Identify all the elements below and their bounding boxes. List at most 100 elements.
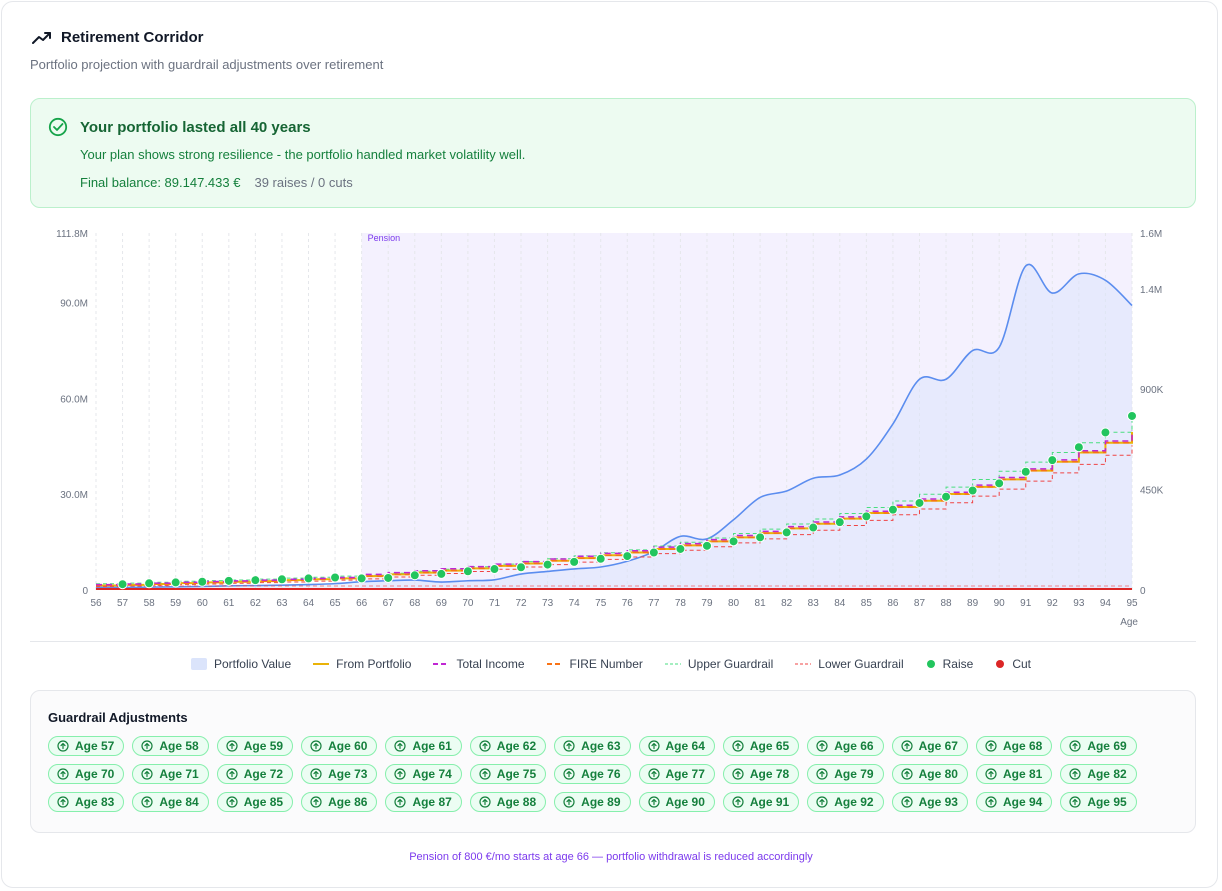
- x-tick-label: 94: [1100, 598, 1112, 609]
- portfolio-value-area: [96, 264, 1132, 590]
- x-tick-label: 78: [675, 598, 687, 609]
- arrow-up-circle-icon: [1069, 796, 1081, 808]
- arrow-up-circle-icon: [985, 796, 997, 808]
- adjustment-chip-label: Age 75: [496, 767, 537, 781]
- adjustment-chip-label: Age 59: [243, 739, 284, 753]
- arrow-up-circle-icon: [732, 768, 744, 780]
- adjustment-chip[interactable]: Age 86: [301, 792, 378, 812]
- adjustment-chip[interactable]: Age 79: [807, 764, 884, 784]
- raise-point: [223, 575, 234, 586]
- arrow-up-circle-icon: [141, 796, 153, 808]
- adjustment-chip[interactable]: Age 61: [385, 736, 462, 756]
- arrow-up-circle-icon: [310, 740, 322, 752]
- adjustment-chip-label: Age 62: [496, 739, 537, 753]
- adjustment-chip[interactable]: Age 84: [132, 792, 209, 812]
- adjustment-chip[interactable]: Age 77: [638, 764, 715, 784]
- x-tick-label: 64: [303, 598, 315, 609]
- adjustment-chip[interactable]: Age 81: [975, 764, 1053, 784]
- page-subtitle: Portfolio projection with guardrail adju…: [30, 57, 384, 72]
- arrow-up-circle-icon: [57, 796, 69, 808]
- adjustment-chip[interactable]: Age 70: [48, 764, 125, 784]
- left-tick-label: 30.0M: [60, 490, 88, 501]
- x-tick-label: 86: [887, 598, 899, 609]
- adjustment-chip[interactable]: Age 95: [1060, 792, 1137, 812]
- adjustment-chip[interactable]: Age 78: [722, 764, 800, 784]
- adjustment-chip[interactable]: Age 91: [722, 792, 800, 812]
- adjustment-chip[interactable]: Age 57: [48, 736, 125, 756]
- portfolio-value-line: [95, 263, 1133, 589]
- x-tick-label: 89: [967, 598, 979, 609]
- adjustment-chip[interactable]: Age 87: [385, 792, 462, 812]
- adjustment-chip[interactable]: Age 75: [469, 764, 547, 784]
- adjustment-chip[interactable]: Age 94: [975, 792, 1053, 812]
- final-balance: Final balance: 89.147.433 €: [80, 175, 241, 190]
- arrow-up-circle-icon: [226, 796, 238, 808]
- raise-point: [1020, 466, 1031, 477]
- adjustment-chip[interactable]: Age 93: [891, 792, 968, 812]
- raise-point: [489, 564, 500, 575]
- raise-point: [781, 527, 792, 538]
- adjustment-chip[interactable]: Age 82: [1060, 764, 1137, 784]
- adjustment-chip[interactable]: Age 58: [132, 736, 209, 756]
- legend-label: Raise: [942, 657, 974, 671]
- adjustment-chip[interactable]: Age 63: [554, 736, 631, 756]
- pension-label: Pension: [368, 233, 401, 243]
- adjustment-chip[interactable]: Age 83: [48, 792, 125, 812]
- raise-point: [1127, 410, 1137, 421]
- adjustment-chip[interactable]: Age 59: [216, 736, 294, 756]
- adjustment-chip[interactable]: Age 88: [469, 792, 547, 812]
- raise-point: [941, 491, 952, 502]
- adjustment-chip[interactable]: Age 71: [132, 764, 209, 784]
- adjustment-chip[interactable]: Age 90: [638, 792, 715, 812]
- legend-item: Cut: [995, 657, 1031, 671]
- check-circle-icon: [48, 117, 68, 137]
- x-tick-label: 59: [170, 598, 182, 609]
- adjustment-chip-label: Age 88: [496, 795, 537, 809]
- adjustment-chip[interactable]: Age 65: [722, 736, 800, 756]
- adjustment-chip[interactable]: Age 73: [301, 764, 378, 784]
- adjustment-chip[interactable]: Age 76: [554, 764, 631, 784]
- legend-item: Portfolio Value: [190, 657, 291, 671]
- adjustment-chip[interactable]: Age 64: [638, 736, 715, 756]
- adjustment-chip[interactable]: Age 92: [807, 792, 884, 812]
- adjustment-chip-label: Age 80: [918, 767, 958, 781]
- raise-point: [462, 566, 473, 577]
- x-tick-label: 88: [940, 598, 952, 609]
- adjustment-chip[interactable]: Age 67: [891, 736, 968, 756]
- adjustment-chip[interactable]: Age 85: [216, 792, 294, 812]
- adjustment-chip[interactable]: Age 60: [301, 736, 378, 756]
- adjustment-chip-label: Age 87: [412, 795, 452, 809]
- adjustment-chip-label: Age 93: [918, 795, 958, 809]
- adjustment-chip-label: Age 95: [1087, 795, 1127, 809]
- adjustment-chip[interactable]: Age 66: [807, 736, 884, 756]
- x-tick-label: 60: [197, 598, 209, 609]
- arrow-up-circle-icon: [900, 796, 913, 808]
- divider: [30, 641, 1196, 642]
- adjustment-chip[interactable]: Age 68: [975, 736, 1053, 756]
- adjustment-chip[interactable]: Age 80: [891, 764, 968, 784]
- x-tick-label: 81: [755, 598, 767, 609]
- raise-point: [808, 522, 819, 533]
- adjustment-chip[interactable]: Age 62: [469, 736, 547, 756]
- arrow-up-circle-icon: [141, 740, 153, 752]
- chart-legend: Portfolio Value From Portfolio Total Incom…: [0, 657, 1222, 671]
- x-tick-label: 79: [701, 598, 713, 609]
- adjustment-chip[interactable]: Age 89: [554, 792, 631, 812]
- adjustment-chip-label: Age 60: [328, 739, 368, 753]
- arrow-up-circle-icon: [57, 740, 69, 752]
- raise-point: [276, 574, 287, 585]
- adjustment-chip-label: Age 66: [834, 739, 874, 753]
- x-tick-label: 93: [1073, 598, 1085, 609]
- raise-point: [648, 547, 659, 558]
- adjustment-chip[interactable]: Age 74: [385, 764, 462, 784]
- adjustment-chip-label: Age 69: [1087, 739, 1127, 753]
- adjustment-chip[interactable]: Age 72: [216, 764, 294, 784]
- legend-label: Total Income: [456, 657, 525, 671]
- adjustment-chip-label: Age 77: [665, 767, 705, 781]
- x-tick-label: 87: [914, 598, 926, 609]
- banner-text: Your plan shows strong resilience - the …: [80, 147, 526, 162]
- x-tick-label: 63: [276, 598, 288, 609]
- adjustment-chip-label: Age 85: [243, 795, 284, 809]
- x-tick-label: 56: [90, 598, 102, 609]
- adjustment-chip[interactable]: Age 69: [1060, 736, 1137, 756]
